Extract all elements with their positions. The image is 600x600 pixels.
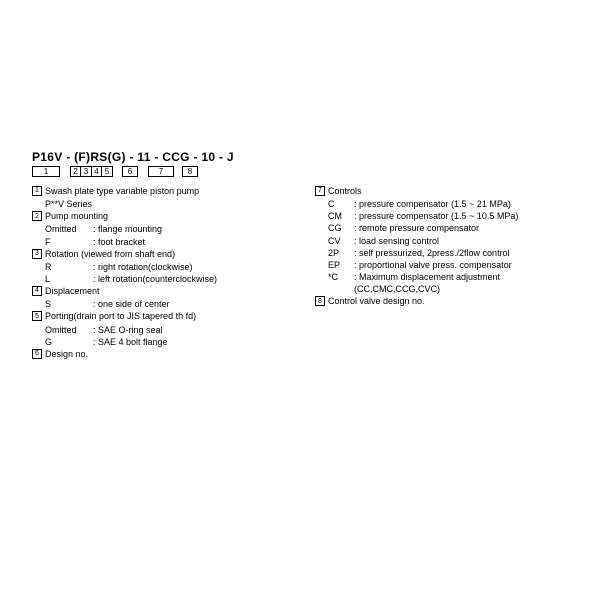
item-7-row-2: CG : remote pressure compensator — [328, 222, 580, 234]
item-7-row-0: C : pressure compensator (1.5 ~ 21 MPa) — [328, 198, 580, 210]
item-title-6: Design no. — [45, 348, 297, 360]
item-4-row-0: S : one side of center — [45, 298, 297, 310]
item-7-row-6: *C : Maximum displacement adjustment — [328, 271, 580, 283]
item-5-row-1: G : SAE 4 bolt flange — [45, 336, 297, 348]
pos-box-2: 2 — [70, 166, 81, 177]
item-num-1: 1 — [32, 186, 42, 196]
position-boxes-row: 1 2 3 4 5 6 7 8 — [32, 166, 580, 177]
item-title-7: Controls — [328, 185, 580, 197]
item-8: 8 Control valve design no. — [315, 295, 580, 307]
item-num-2: 2 — [32, 211, 42, 221]
item-title-5: Porting(drain port to JIS tapered th fd) — [45, 310, 297, 322]
item-2-row-0: Omitted : flange mounting — [45, 223, 297, 235]
model-code: P16V - (F)RS(G) - 11 - CCG - 10 - J — [32, 150, 580, 164]
item-title-2: Pump mounting — [45, 210, 297, 222]
item-title-3: Rotation (viewed from shaft end) — [45, 248, 297, 260]
item-3-row-0: R : right rotation(clockwise) — [45, 261, 297, 273]
item-7-row-3: CV : load sensing control — [328, 235, 580, 247]
item-title-1: Swash plate type variable piston pump — [45, 185, 297, 197]
item-5: 5 Porting(drain port to JIS tapered th f… — [32, 310, 297, 322]
item-num-7: 7 — [315, 186, 325, 196]
item-7-row-5: EP : proportional valve press. compensat… — [328, 259, 580, 271]
item-1-sub: P**V Series — [45, 198, 297, 210]
spec-sheet: P16V - (F)RS(G) - 11 - CCG - 10 - J 1 2 … — [32, 150, 580, 361]
item-5-row-0: Omitted : SAE O-ring seal — [45, 324, 297, 336]
pos-box-4: 4 — [92, 166, 102, 177]
item-2: 2 Pump mounting — [32, 210, 297, 222]
columns: 1 Swash plate type variable piston pump … — [32, 185, 580, 361]
pos-box-7: 7 — [148, 166, 174, 177]
pos-box-8: 8 — [182, 166, 198, 177]
pos-box-6: 6 — [122, 166, 138, 177]
item-1: 1 Swash plate type variable piston pump — [32, 185, 297, 197]
pos-box-1: 1 — [32, 166, 60, 177]
item-num-5: 5 — [32, 311, 42, 321]
item-7-row-1: CM : pressure compensator (1.5 ~ 10.5 MP… — [328, 210, 580, 222]
item-3-row-1: L : left rotation(counterclockwise) — [45, 273, 297, 285]
item-7: 7 Controls — [315, 185, 580, 197]
item-3: 3 Rotation (viewed from shaft end) — [32, 248, 297, 260]
item-7-note: (CC,CMC,CCG,CVC) — [354, 283, 580, 295]
item-title-8: Control valve design no. — [328, 295, 580, 307]
pos-box-3: 3 — [81, 166, 92, 177]
item-num-4: 4 — [32, 286, 42, 296]
item-4: 4 Displacement — [32, 285, 297, 297]
item-num-8: 8 — [315, 296, 325, 306]
item-num-3: 3 — [32, 249, 42, 259]
item-6: 6 Design no. — [32, 348, 297, 360]
item-num-6: 6 — [32, 349, 42, 359]
item-title-4: Displacement — [45, 285, 297, 297]
left-column: 1 Swash plate type variable piston pump … — [32, 185, 297, 361]
item-7-row-4: 2P : self pressurized, 2press./2flow con… — [328, 247, 580, 259]
pos-box-5: 5 — [102, 166, 113, 177]
item-2-row-1: F : foot bracket — [45, 236, 297, 248]
right-column: 7 Controls C : pressure compensator (1.5… — [315, 185, 580, 361]
